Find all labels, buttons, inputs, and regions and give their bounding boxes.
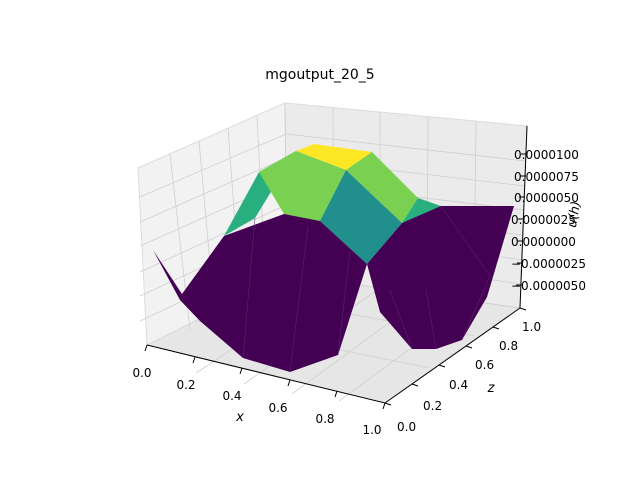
surface-facet-lines	[242, 217, 437, 373]
surface	[153, 144, 514, 373]
depth-axis-label: z	[487, 381, 496, 396]
chart-title: mgoutput_20_5	[265, 67, 374, 83]
depth-tick-label: 0.2	[423, 399, 442, 413]
value-axis-label: u(h)	[565, 200, 584, 229]
x-axis-label: x	[235, 410, 244, 425]
depth-tick-label: 0.8	[499, 339, 518, 353]
x-tick-label: 0.6	[268, 401, 287, 415]
surface-face-peak	[296, 144, 372, 170]
x-axis-line	[146, 344, 386, 404]
surface-face-mid	[320, 170, 402, 264]
value-tick-label: 0.0000075	[514, 170, 579, 184]
surface-face-right-rim	[402, 198, 441, 223]
depth-tick-label: 1.0	[522, 320, 541, 334]
value-tick-label: −0.0000050	[511, 279, 586, 293]
depth-axis-ticks: 0.0 0.2 0.4 0.6 0.8 1.0	[384, 307, 541, 434]
depth-tick-label: 0.6	[475, 358, 494, 372]
x-tick-label: 0.4	[222, 389, 241, 403]
x-axis-ticks: 0.0 0.2 0.4 0.6 0.8 1.0	[132, 344, 386, 437]
x-tick-label: 0.2	[176, 378, 195, 392]
value-tick-label: 0.0000100	[514, 148, 579, 162]
x-tick-label: 0.0	[132, 366, 151, 380]
depth-tick-label: 0.4	[449, 378, 468, 392]
y-axis-line	[384, 307, 521, 404]
x-tick-label: 1.0	[362, 423, 381, 437]
surface-face-top-right	[346, 152, 418, 223]
surface-face-front-right	[367, 206, 490, 349]
z-axis-line	[519, 125, 528, 309]
depth-tick-label: 0.0	[397, 420, 416, 434]
x-tick-label: 0.8	[315, 412, 334, 426]
value-tick-label: −0.0000025	[511, 257, 586, 271]
value-tick-label: 0.0000000	[511, 235, 576, 249]
value-tick-label: 0.0000025	[511, 213, 576, 227]
value-axis-ticks: −0.0000050 −0.0000025 0.0000000 0.000002…	[511, 148, 586, 293]
value-tick-label: 0.0000050	[514, 191, 579, 205]
surface-face-front-left	[153, 214, 367, 372]
surface-face-right-wing	[441, 206, 514, 340]
surface-face-top-center	[284, 151, 346, 221]
